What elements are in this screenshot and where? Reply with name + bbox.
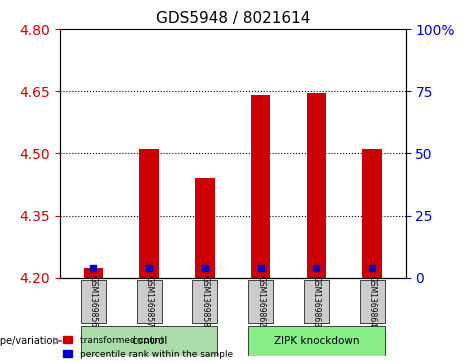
Text: ZIPK knockdown: ZIPK knockdown [274, 336, 359, 346]
Bar [139, 149, 159, 278]
Text: control: control [131, 336, 167, 346]
Bar [362, 149, 382, 278]
Bar [251, 95, 271, 278]
FancyBboxPatch shape [248, 326, 385, 356]
Text: GSM1369862: GSM1369862 [256, 276, 265, 327]
Title: GDS5948 / 8021614: GDS5948 / 8021614 [156, 12, 310, 26]
FancyBboxPatch shape [360, 280, 385, 323]
Legend: transformed count, percentile rank within the sample: transformed count, percentile rank withi… [60, 333, 236, 362]
Text: GSM1369863: GSM1369863 [312, 276, 321, 327]
FancyBboxPatch shape [304, 280, 329, 323]
Bar [195, 178, 215, 278]
FancyBboxPatch shape [81, 280, 106, 323]
Text: GSM1369857: GSM1369857 [145, 276, 154, 327]
FancyBboxPatch shape [248, 280, 273, 323]
Bar [307, 93, 326, 278]
Text: GSM1369858: GSM1369858 [201, 276, 209, 327]
FancyBboxPatch shape [81, 326, 218, 356]
FancyBboxPatch shape [136, 280, 162, 323]
Bar [83, 268, 103, 278]
Text: genotype/variation: genotype/variation [0, 336, 59, 346]
Text: GSM1369864: GSM1369864 [368, 276, 377, 327]
FancyBboxPatch shape [192, 280, 218, 323]
Text: GSM1369856: GSM1369856 [89, 276, 98, 327]
